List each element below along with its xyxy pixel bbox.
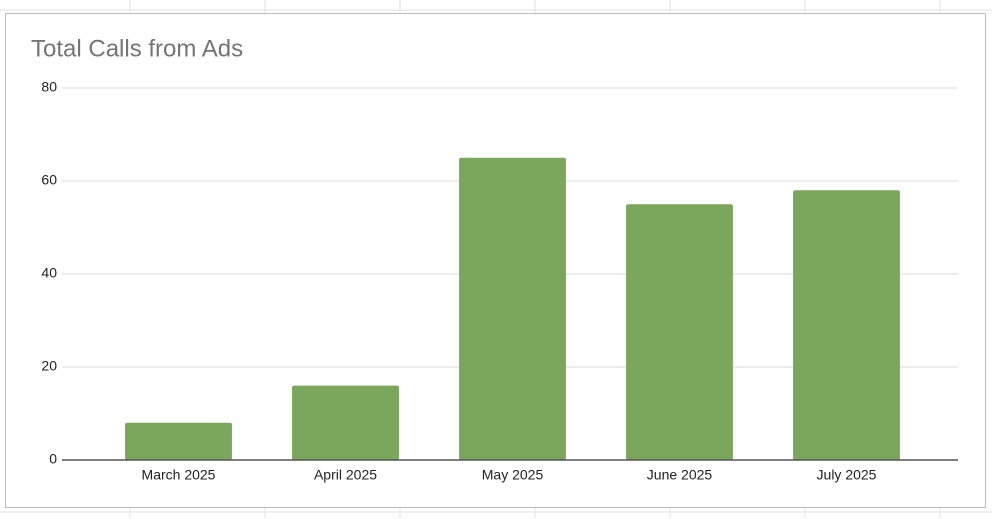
bar xyxy=(292,385,399,460)
y-tick-label: 20 xyxy=(41,358,57,374)
bar xyxy=(626,204,733,460)
y-tick-label: 0 xyxy=(49,451,57,467)
bar xyxy=(459,157,566,460)
x-tick-label: June 2025 xyxy=(647,467,713,483)
bar xyxy=(793,190,900,461)
y-tick-label: 40 xyxy=(41,265,57,281)
x-tick-label: March 2025 xyxy=(142,467,216,483)
x-tick-label: April 2025 xyxy=(314,467,377,483)
y-tick-label: 80 xyxy=(41,79,57,95)
bar xyxy=(125,422,232,460)
x-tick-label: July 2025 xyxy=(817,467,877,483)
x-tick-label: May 2025 xyxy=(482,467,544,483)
y-tick-label: 60 xyxy=(41,172,57,188)
chart-title: Total Calls from Ads xyxy=(31,35,243,62)
